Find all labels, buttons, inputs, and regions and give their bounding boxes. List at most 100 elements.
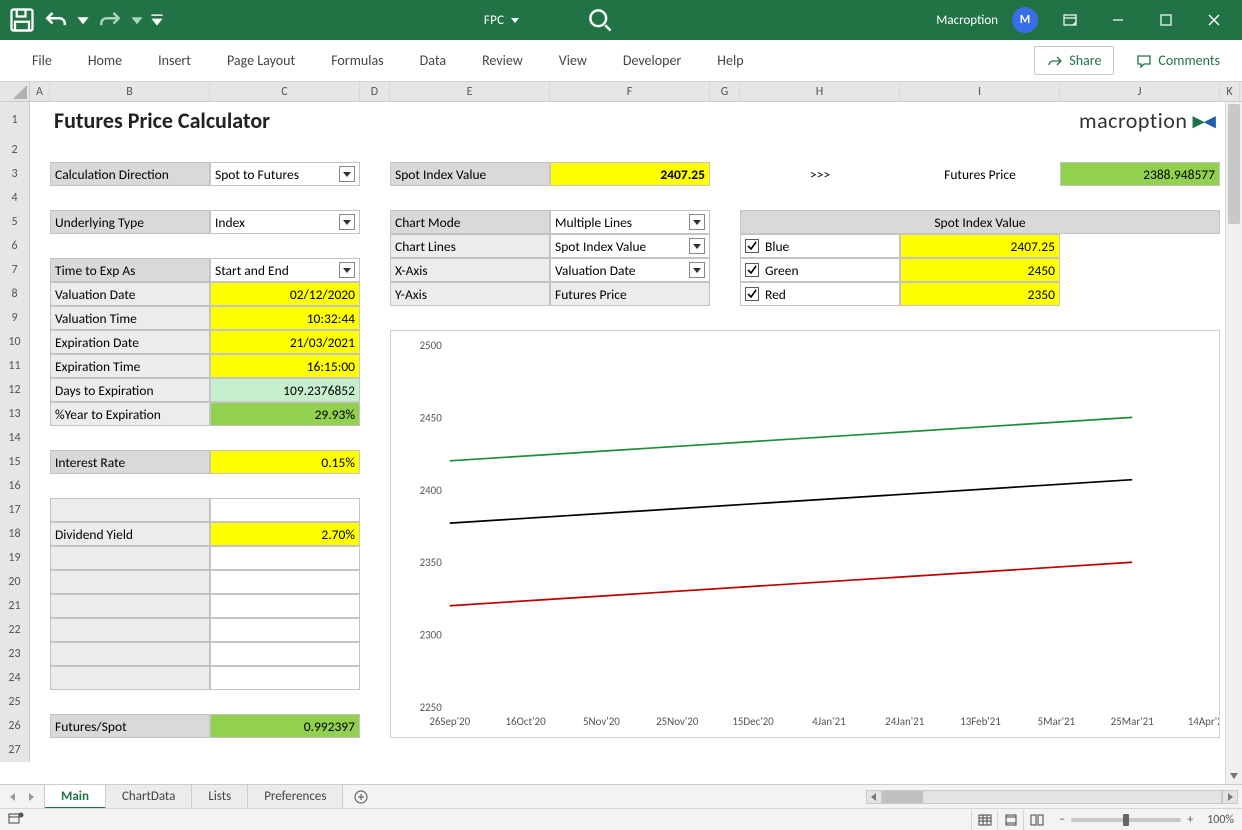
sheet-tab-lists[interactable]: Lists bbox=[192, 785, 248, 808]
horizontal-scrollbar[interactable] bbox=[862, 785, 1242, 808]
sheet-tab-main[interactable]: Main bbox=[45, 785, 106, 809]
row-header-20[interactable]: 20 bbox=[0, 570, 30, 594]
tab-help[interactable]: Help bbox=[699, 42, 761, 79]
hscroll-right-icon[interactable] bbox=[1222, 790, 1238, 804]
sheet-prev-icon[interactable] bbox=[8, 792, 18, 802]
row-header-7[interactable]: 7 bbox=[0, 258, 30, 282]
row-header-24[interactable]: 24 bbox=[0, 666, 30, 690]
expiration-date-value[interactable]: 21/03/2021 bbox=[210, 330, 360, 354]
valuation-time-value[interactable]: 10:32:44 bbox=[210, 306, 360, 330]
page-break-view-icon[interactable] bbox=[1023, 810, 1049, 830]
close-icon[interactable] bbox=[1192, 0, 1236, 40]
undo-icon[interactable] bbox=[42, 6, 70, 34]
dropdown-arrow-icon[interactable] bbox=[689, 214, 705, 230]
series-value-red[interactable]: 2350 bbox=[900, 282, 1060, 306]
hscroll-left-icon[interactable] bbox=[866, 790, 882, 804]
checkbox-icon[interactable] bbox=[745, 239, 759, 253]
row-header-16[interactable]: 16 bbox=[0, 474, 30, 498]
redo-icon[interactable] bbox=[96, 6, 124, 34]
row-header-9[interactable]: 9 bbox=[0, 306, 30, 330]
col-header-E[interactable]: E bbox=[390, 82, 550, 101]
col-header-C[interactable]: C bbox=[210, 82, 360, 101]
col-header-G[interactable]: G bbox=[710, 82, 740, 101]
row-header-3[interactable]: 3 bbox=[0, 162, 30, 186]
qat-customize-icon[interactable] bbox=[150, 6, 164, 34]
dropdown-arrow-icon[interactable] bbox=[689, 238, 705, 254]
undo-dropdown-icon[interactable] bbox=[76, 6, 90, 34]
series-value-blue[interactable]: 2407.25 bbox=[900, 234, 1060, 258]
col-header-A[interactable]: A bbox=[30, 82, 50, 101]
tab-page-layout[interactable]: Page Layout bbox=[209, 42, 313, 79]
row-header-21[interactable]: 21 bbox=[0, 594, 30, 618]
vertical-scrollbar[interactable] bbox=[1225, 102, 1242, 784]
row-header-15[interactable]: 15 bbox=[0, 450, 30, 474]
row-header-18[interactable]: 18 bbox=[0, 522, 30, 546]
select-all-triangle[interactable] bbox=[0, 82, 30, 101]
row-header-12[interactable]: 12 bbox=[0, 378, 30, 402]
tab-data[interactable]: Data bbox=[402, 42, 464, 79]
sheet-tab-preferences[interactable]: Preferences bbox=[248, 785, 343, 808]
tab-view[interactable]: View bbox=[541, 42, 605, 79]
row-header-13[interactable]: 13 bbox=[0, 402, 30, 426]
row-header-11[interactable]: 11 bbox=[0, 354, 30, 378]
tab-file[interactable]: File bbox=[14, 42, 70, 79]
zoom-level[interactable]: 100% bbox=[1207, 813, 1234, 827]
sheet-nav[interactable] bbox=[0, 785, 45, 808]
zoom-slider[interactable] bbox=[1071, 818, 1181, 822]
col-header-K[interactable]: K bbox=[1220, 82, 1240, 101]
series-row-blue[interactable]: Blue bbox=[740, 234, 900, 258]
sheet-tab-chartdata[interactable]: ChartData bbox=[106, 785, 192, 808]
row-header-5[interactable]: 5 bbox=[0, 210, 30, 234]
add-sheet-button[interactable] bbox=[343, 785, 379, 808]
ribbon-display-icon[interactable] bbox=[1048, 0, 1092, 40]
tab-developer[interactable]: Developer bbox=[605, 42, 699, 79]
expiration-time-value[interactable]: 16:15:00 bbox=[210, 354, 360, 378]
zoom-out-icon[interactable]: − bbox=[1059, 813, 1065, 827]
maximize-icon[interactable] bbox=[1144, 0, 1188, 40]
row-header-23[interactable]: 23 bbox=[0, 642, 30, 666]
valuation-date-value[interactable]: 02/12/2020 bbox=[210, 282, 360, 306]
search-icon[interactable] bbox=[586, 6, 614, 34]
calc-direction-select[interactable]: Spot to Futures bbox=[210, 162, 360, 186]
row-header-17[interactable]: 17 bbox=[0, 498, 30, 522]
checkbox-icon[interactable] bbox=[745, 263, 759, 277]
user-name[interactable]: Macroption bbox=[926, 13, 1008, 28]
sheet-next-icon[interactable] bbox=[26, 792, 36, 802]
series-value-green[interactable]: 2450 bbox=[900, 258, 1060, 282]
dropdown-arrow-icon[interactable] bbox=[339, 214, 355, 230]
checkbox-icon[interactable] bbox=[745, 287, 759, 301]
save-icon[interactable] bbox=[8, 6, 36, 34]
hscroll-thumb[interactable] bbox=[883, 791, 923, 803]
chart-lines-select[interactable]: Spot Index Value bbox=[550, 234, 710, 258]
tab-home[interactable]: Home bbox=[70, 42, 140, 79]
zoom-in-icon[interactable]: + bbox=[1187, 813, 1193, 827]
series-row-red[interactable]: Red bbox=[740, 282, 900, 306]
col-header-J[interactable]: J bbox=[1060, 82, 1220, 101]
chart-mode-select[interactable]: Multiple Lines bbox=[550, 210, 710, 234]
dropdown-arrow-icon[interactable] bbox=[339, 166, 355, 182]
col-header-F[interactable]: F bbox=[550, 82, 710, 101]
tab-review[interactable]: Review bbox=[464, 42, 541, 79]
underlying-type-select[interactable]: Index bbox=[210, 210, 360, 234]
comments-button[interactable]: Comments bbox=[1124, 46, 1232, 75]
row-header-2[interactable]: 2 bbox=[0, 138, 30, 162]
redo-dropdown-icon[interactable] bbox=[130, 6, 144, 34]
row-header-1[interactable]: 1 bbox=[0, 102, 30, 138]
tab-insert[interactable]: Insert bbox=[140, 42, 209, 79]
avatar[interactable]: M bbox=[1012, 7, 1038, 33]
col-header-D[interactable]: D bbox=[360, 82, 390, 101]
dividend-yield-value[interactable]: 2.70% bbox=[210, 522, 360, 546]
row-header-19[interactable]: 19 bbox=[0, 546, 30, 570]
zoom-control[interactable]: − + 100% bbox=[1059, 813, 1234, 827]
dropdown-arrow-icon[interactable] bbox=[689, 262, 705, 278]
x-axis-select[interactable]: Valuation Date bbox=[550, 258, 710, 282]
dropdown-arrow-icon[interactable] bbox=[339, 262, 355, 278]
col-header-B[interactable]: B bbox=[50, 82, 210, 101]
row-header-10[interactable]: 10 bbox=[0, 330, 30, 354]
record-macro-icon[interactable] bbox=[0, 811, 32, 829]
series-row-green[interactable]: Green bbox=[740, 258, 900, 282]
tab-formulas[interactable]: Formulas bbox=[313, 42, 401, 79]
page-layout-view-icon[interactable] bbox=[997, 810, 1023, 830]
cells-area[interactable]: Futures Price Calculatormacroption ▸◂Cal… bbox=[30, 102, 1242, 784]
row-header-6[interactable]: 6 bbox=[0, 234, 30, 258]
